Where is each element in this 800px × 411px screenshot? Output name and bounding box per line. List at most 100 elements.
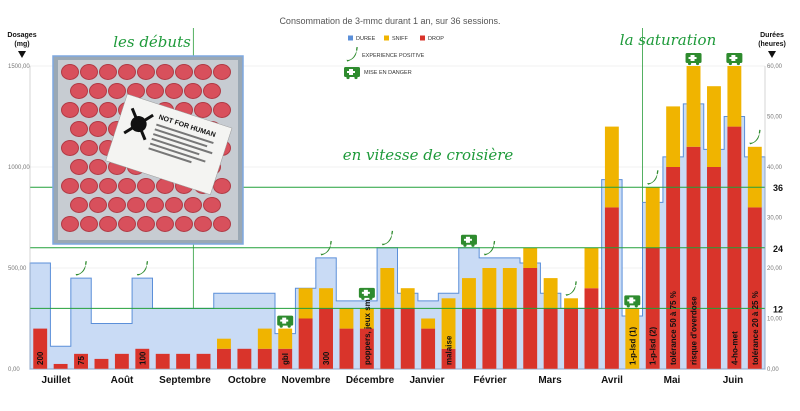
pill	[80, 178, 98, 194]
ambulance-icon	[685, 53, 702, 66]
pill	[89, 197, 107, 213]
pill	[137, 64, 155, 80]
bar-drop	[543, 308, 558, 369]
ambulance-cross-h	[347, 71, 355, 73]
ambulance-wheel	[687, 61, 692, 66]
month-label: Avril	[601, 375, 623, 386]
bar-drop	[217, 348, 231, 369]
right-axis-label-line2: (heures)	[758, 41, 786, 48]
bar-sniff	[523, 247, 538, 268]
pill	[165, 197, 183, 213]
pepper-stem	[758, 129, 761, 134]
ambulance-cross-h	[688, 57, 697, 59]
ambulance-icon	[277, 315, 294, 328]
pill	[213, 216, 231, 232]
pill	[108, 197, 126, 213]
bar-drop	[359, 328, 374, 369]
chili-pepper-icon	[565, 281, 577, 296]
right-tick-label: 20,00	[767, 266, 783, 272]
pill	[175, 216, 193, 232]
bar-label: 75	[77, 356, 86, 365]
bar-sniff	[380, 268, 395, 309]
pill	[213, 178, 231, 194]
pill	[137, 178, 155, 194]
ambulance-wheel	[728, 61, 732, 66]
legend-swatch	[348, 35, 353, 41]
pill	[61, 178, 79, 194]
bar-drop	[482, 308, 497, 369]
bar-label: tolérance 50 à 75 %	[669, 291, 678, 365]
ambulance-wheel	[736, 61, 740, 66]
duration-area	[29, 103, 766, 370]
ambulance-wheel	[471, 243, 475, 247]
month-label: Janvier	[409, 375, 444, 386]
month-label: Juillet	[42, 375, 72, 386]
pill	[108, 83, 126, 99]
left-tick-label: 0,00	[8, 367, 20, 373]
pill	[80, 140, 98, 156]
ambulance-wheel	[287, 324, 291, 328]
right-axis-arrow-icon	[768, 51, 776, 58]
pill	[89, 159, 107, 175]
month-label: Juin	[723, 375, 744, 386]
right-tick-label: 40,00	[767, 165, 783, 171]
chili-pepper-icon	[483, 240, 496, 256]
bar-drop	[196, 353, 211, 369]
bar-drop	[564, 308, 578, 369]
ambulance-icon	[344, 67, 360, 80]
pill	[99, 178, 117, 194]
bar-label: 1-p-lsd (2)	[649, 326, 658, 365]
bar-drop	[686, 146, 701, 369]
right-tick-label: 0,00	[767, 367, 779, 373]
phase-label-saturation: la saturation	[620, 31, 716, 49]
bar-label: tolérance 20 à 25 %	[751, 291, 760, 365]
bar-drop	[94, 358, 109, 369]
axis-layer: 0,00 500,00 1000,00 1500,00 0,00 10,00 20,00 30…	[8, 64, 783, 386]
bar-sniff	[727, 66, 742, 127]
pepper-stem	[146, 261, 149, 265]
pill	[213, 64, 231, 80]
bar-labels-layer: 200 75 100 gbl 300 poppers, jeux sm malaise 1-p…	[36, 291, 760, 365]
pill	[156, 216, 174, 232]
legend: DUREE SNIFF DROP EXPERIENCE POSITIVE MISE EN…	[344, 35, 444, 80]
month-label: Septembre	[159, 375, 211, 386]
bar-drop	[462, 308, 476, 369]
bar-sniff	[298, 288, 313, 319]
pepper-stem	[656, 170, 659, 174]
bar-drop	[400, 308, 415, 369]
hours-reference-label: 36	[773, 183, 783, 193]
pill	[70, 159, 88, 175]
bar-drop	[707, 167, 721, 369]
left-axis-label-line2: (mg)	[14, 41, 29, 48]
hours-reference-label: 12	[773, 304, 783, 314]
ambulance-wheel	[279, 324, 283, 328]
month-label: Mai	[664, 375, 681, 386]
pill	[165, 83, 183, 99]
bar-sniff	[564, 298, 578, 309]
month-label: Février	[473, 375, 506, 386]
ambulance-cross-h	[729, 57, 738, 59]
pepper-stem	[84, 261, 87, 265]
bar-sniff	[359, 308, 374, 329]
ambulance-icon	[460, 234, 477, 247]
pill	[203, 83, 221, 99]
ambulance-wheel	[634, 304, 638, 308]
legend-label: DUREE	[356, 36, 376, 42]
pill	[194, 102, 212, 118]
bar-sniff	[543, 278, 558, 309]
pill	[118, 216, 136, 232]
bar-drop	[135, 348, 150, 369]
bar-sniff	[747, 146, 762, 208]
ambulance-icon	[726, 53, 743, 66]
bar-sniff	[625, 308, 640, 369]
pepper-body	[565, 284, 576, 296]
ambulance-wheel	[463, 243, 467, 247]
legend-label: DROP	[428, 36, 444, 42]
bar-drop	[155, 353, 170, 369]
bar-sniff	[319, 288, 333, 309]
bar-sniff	[686, 66, 701, 147]
pill	[194, 216, 212, 232]
bar-sniff	[400, 288, 415, 309]
left-axis-label-line1: Dosages	[7, 32, 36, 39]
month-label: Octobre	[228, 375, 267, 386]
